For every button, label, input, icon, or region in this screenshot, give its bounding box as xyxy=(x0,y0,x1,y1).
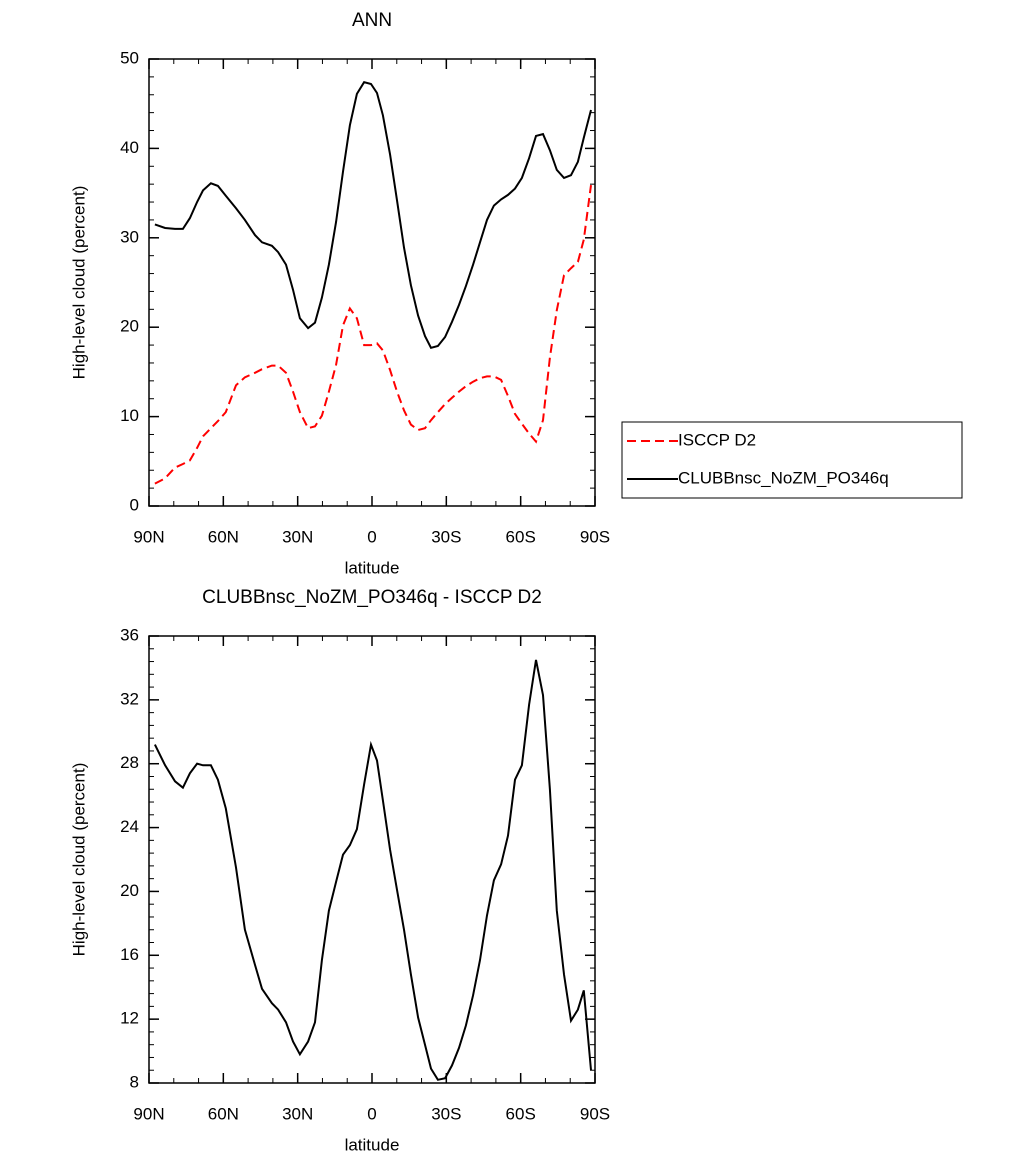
y-tick-label: 40 xyxy=(120,138,139,157)
x-tick-label: 90N xyxy=(133,1104,164,1123)
y-tick-label: 24 xyxy=(120,817,139,836)
x-axis-label: latitude xyxy=(345,1135,400,1154)
y-tick-label: 28 xyxy=(120,753,139,772)
x-tick-label: 90N xyxy=(133,527,164,546)
x-tick-label: 60S xyxy=(506,527,536,546)
y-tick-label: 8 xyxy=(130,1072,139,1091)
x-tick-label: 0 xyxy=(367,1104,376,1123)
x-tick-label: 30N xyxy=(282,1104,313,1123)
x-tick-label: 90S xyxy=(580,1104,610,1123)
x-tick-label: 60N xyxy=(208,527,239,546)
y-axis-label: High-level cloud (percent) xyxy=(69,186,88,380)
chart-title: ANN xyxy=(352,10,392,31)
x-tick-label: 0 xyxy=(367,527,376,546)
y-tick-label: 20 xyxy=(120,881,139,900)
y-tick-label: 0 xyxy=(130,495,139,514)
data-line xyxy=(154,184,592,485)
legend-label: ISCCP D2 xyxy=(678,430,756,449)
legend-box xyxy=(621,421,963,499)
plot-frame xyxy=(148,58,596,507)
chart-title: CLUBBnsc_NoZM_PO346q - ISCCP D2 xyxy=(202,587,542,608)
y-tick-label: 32 xyxy=(120,689,139,708)
y-tick-label: 36 xyxy=(120,625,139,644)
x-tick-label: 30S xyxy=(431,1104,461,1123)
plot-frame xyxy=(148,635,596,1084)
y-tick-label: 16 xyxy=(120,945,139,964)
x-tick-label: 30S xyxy=(431,527,461,546)
data-line xyxy=(154,81,592,349)
legend-label: CLUBBnsc_NoZM_PO346q xyxy=(678,468,889,487)
x-tick-label: 60N xyxy=(208,1104,239,1123)
y-tick-label: 20 xyxy=(120,317,139,336)
data-line xyxy=(154,659,592,1081)
y-tick-label: 30 xyxy=(120,227,139,246)
y-tick-label: 50 xyxy=(120,48,139,67)
x-tick-label: 60S xyxy=(506,1104,536,1123)
x-tick-label: 30N xyxy=(282,527,313,546)
y-axis-label: High-level cloud (percent) xyxy=(69,763,88,957)
y-tick-label: 12 xyxy=(120,1009,139,1028)
y-tick-label: 10 xyxy=(120,406,139,425)
x-axis-label: latitude xyxy=(345,558,400,577)
x-tick-label: 90S xyxy=(580,527,610,546)
